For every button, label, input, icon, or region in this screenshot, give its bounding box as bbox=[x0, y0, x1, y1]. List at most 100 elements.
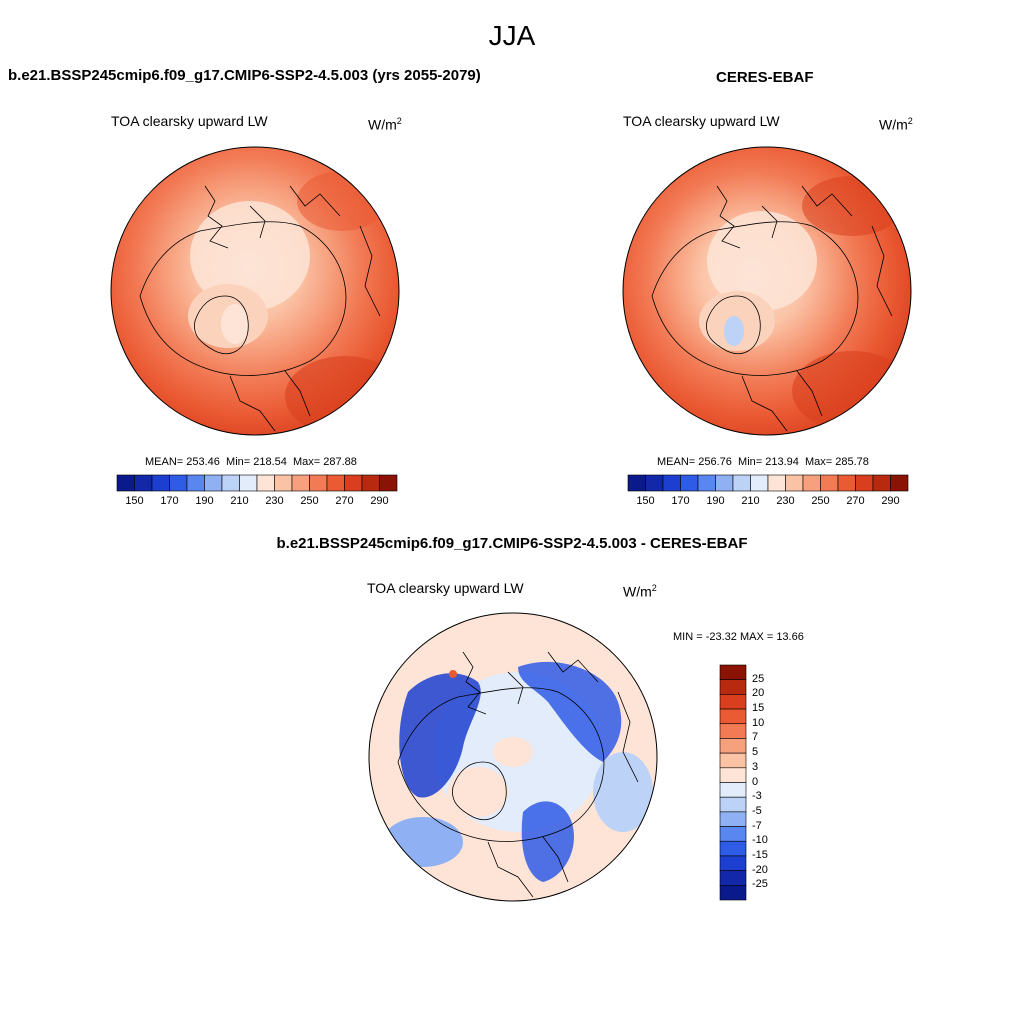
obs-colorbar bbox=[627, 474, 909, 492]
colorbar-swatch bbox=[855, 474, 874, 492]
obs-panel-title: CERES-EBAF bbox=[716, 69, 814, 86]
colorbar-tick-label: 150 bbox=[125, 495, 144, 507]
colorbar-swatch bbox=[680, 474, 699, 492]
colorbar-swatch bbox=[186, 474, 205, 492]
colorbar-swatch bbox=[719, 870, 747, 886]
colorbar-swatch bbox=[274, 474, 293, 492]
colorbar-swatch bbox=[344, 474, 363, 492]
diff-panel-title: b.e21.BSSP245cmip6.f09_g17.CMIP6-SSP2-4.… bbox=[276, 535, 748, 552]
colorbar-swatch bbox=[645, 474, 664, 492]
colorbar-swatch bbox=[662, 474, 681, 492]
colorbar-swatch bbox=[719, 679, 747, 695]
colorbar-tick-label: 3 bbox=[752, 760, 759, 773]
colorbar-tick-label: 20 bbox=[752, 687, 765, 700]
colorbar-tick-label: -20 bbox=[752, 863, 768, 876]
colorbar-tick-label: 210 bbox=[230, 495, 249, 507]
colorbar-swatch bbox=[221, 474, 240, 492]
colorbar-swatch bbox=[802, 474, 821, 492]
colorbar-tick-label: 250 bbox=[300, 495, 319, 507]
model-units-label: W/m2 bbox=[368, 116, 402, 133]
colorbar-swatch bbox=[151, 474, 170, 492]
colorbar-tick-label: 15 bbox=[752, 702, 765, 715]
colorbar-swatch bbox=[361, 474, 380, 492]
colorbar-swatch bbox=[837, 474, 856, 492]
colorbar-tick-label: -5 bbox=[752, 804, 762, 817]
colorbar-swatch bbox=[719, 708, 747, 725]
model-panel-title: b.e21.BSSP245cmip6.f09_g17.CMIP6-SSP2-4.… bbox=[8, 67, 481, 84]
colorbar-swatch bbox=[719, 840, 747, 857]
colorbar-tick-label: 7 bbox=[752, 731, 759, 744]
colorbar-swatch bbox=[872, 474, 891, 492]
colorbar-tick-label: -15 bbox=[752, 848, 768, 861]
colorbar-tick-label: 170 bbox=[160, 495, 179, 507]
diff-units-label: W/m2 bbox=[623, 583, 657, 600]
colorbar-tick-label: 150 bbox=[636, 495, 655, 507]
colorbar-swatch bbox=[169, 474, 188, 492]
diff-variable-label: TOA clearsky upward LW bbox=[367, 580, 524, 596]
season-title: JJA bbox=[488, 20, 536, 51]
colorbar-tick-label: 10 bbox=[752, 716, 765, 729]
colorbar-tick-label: 0 bbox=[752, 775, 759, 788]
colorbar-swatch bbox=[767, 474, 786, 492]
colorbar-tick-label: 190 bbox=[706, 495, 725, 507]
colorbar-tick-label: 5 bbox=[752, 746, 759, 759]
colorbar-tick-label: 290 bbox=[370, 495, 389, 507]
colorbar-swatch bbox=[719, 767, 747, 783]
colorbar-swatch bbox=[719, 664, 747, 680]
diff-colorbar-labels: 25 20 15 10 7 5 3 0 -3 -5 -7 -10 -15 -20 -25 bbox=[750, 665, 790, 900]
colorbar-swatch bbox=[719, 782, 747, 798]
colorbar-swatch bbox=[719, 738, 747, 754]
colorbar-swatch bbox=[291, 474, 310, 492]
colorbar-tick-label: -7 bbox=[752, 819, 762, 832]
colorbar-tick-label: -3 bbox=[752, 790, 762, 803]
colorbar-swatch bbox=[719, 723, 747, 739]
colorbar-swatch bbox=[890, 474, 909, 492]
colorbar-swatch bbox=[750, 474, 769, 492]
colorbar-tick-label: 270 bbox=[335, 495, 354, 507]
model-polar-map bbox=[110, 146, 400, 436]
colorbar-tick-label: 270 bbox=[846, 495, 865, 507]
colorbar-swatch bbox=[732, 474, 751, 492]
colorbar-swatch bbox=[785, 474, 804, 492]
model-colorbar bbox=[116, 474, 398, 492]
diff-stats: MIN = -23.32 MAX = 13.66 bbox=[673, 631, 804, 643]
colorbar-tick-label: -10 bbox=[752, 834, 768, 847]
obs-colorbar-labels: 150 170 190 210 230 250 270 290 bbox=[628, 495, 908, 509]
colorbar-swatch bbox=[379, 474, 398, 492]
colorbar-tick-label: 230 bbox=[265, 495, 284, 507]
obs-stats: MEAN= 256.76 Min= 213.94 Max= 285.78 bbox=[657, 456, 869, 468]
obs-units-label: W/m2 bbox=[879, 116, 913, 133]
model-colorbar-labels: 150 170 190 210 230 250 270 290 bbox=[117, 495, 397, 509]
obs-variable-label: TOA clearsky upward LW bbox=[623, 113, 780, 129]
colorbar-swatch bbox=[719, 796, 747, 813]
colorbar-tick-label: 290 bbox=[881, 495, 900, 507]
colorbar-swatch bbox=[719, 694, 747, 710]
colorbar-swatch bbox=[204, 474, 223, 492]
colorbar-swatch bbox=[134, 474, 153, 492]
colorbar-tick-label: 210 bbox=[741, 495, 760, 507]
colorbar-tick-label: 25 bbox=[752, 672, 765, 685]
colorbar-tick-label: 170 bbox=[671, 495, 690, 507]
colorbar-swatch bbox=[116, 474, 135, 492]
colorbar-tick-label: -25 bbox=[752, 878, 768, 891]
colorbar-swatch bbox=[697, 474, 716, 492]
model-stats: MEAN= 253.46 Min= 218.54 Max= 287.88 bbox=[145, 456, 357, 468]
colorbar-swatch bbox=[627, 474, 646, 492]
colorbar-tick-label: 230 bbox=[776, 495, 795, 507]
colorbar-swatch bbox=[719, 855, 747, 871]
colorbar-tick-label: 250 bbox=[811, 495, 830, 507]
model-variable-label: TOA clearsky upward LW bbox=[111, 113, 268, 129]
obs-polar-map bbox=[622, 146, 912, 436]
colorbar-tick-label: 190 bbox=[195, 495, 214, 507]
colorbar-swatch bbox=[820, 474, 839, 492]
diff-polar-map bbox=[368, 612, 658, 902]
colorbar-swatch bbox=[719, 752, 747, 769]
diff-colorbar bbox=[719, 664, 747, 901]
colorbar-swatch bbox=[719, 811, 747, 827]
colorbar-swatch bbox=[715, 474, 734, 492]
colorbar-swatch bbox=[239, 474, 258, 492]
colorbar-swatch bbox=[719, 826, 747, 842]
colorbar-swatch bbox=[309, 474, 328, 492]
colorbar-swatch bbox=[719, 885, 747, 901]
